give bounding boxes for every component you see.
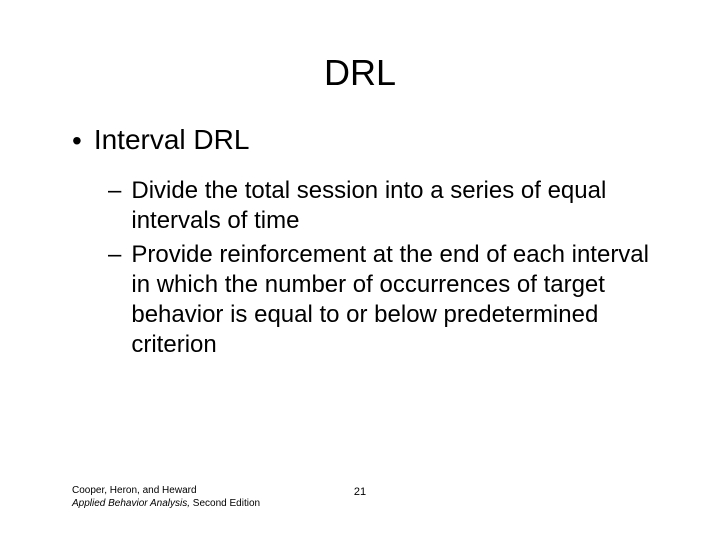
bullet-marker-l2: –: [108, 240, 121, 270]
bullet-marker-l1: •: [72, 124, 82, 158]
bullet-marker-l2: –: [108, 176, 121, 206]
footer-book-italic: Applied Behavior Analysis,: [72, 498, 190, 509]
bullet-level-2-a: – Divide the total session into a series…: [72, 176, 660, 236]
content-area: • Interval DRL – Divide the total sessio…: [0, 124, 720, 360]
bullet-level-2-b: – Provide reinforcement at the end of ea…: [72, 240, 660, 360]
slide-container: DRL • Interval DRL – Divide the total se…: [0, 0, 720, 540]
bullet-level-1: • Interval DRL: [72, 124, 660, 158]
footer-authors: Cooper, Heron, and Heward: [72, 484, 260, 497]
footer-citation: Cooper, Heron, and Heward Applied Behavi…: [72, 484, 260, 510]
bullet-l2-text-a: Divide the total session into a series o…: [131, 176, 660, 236]
footer-book-rest: Second Edition: [190, 498, 260, 509]
bullet-l2-text-b: Provide reinforcement at the end of each…: [131, 240, 660, 360]
footer-book: Applied Behavior Analysis, Second Editio…: [72, 497, 260, 510]
bullet-l1-text: Interval DRL: [94, 124, 250, 156]
page-number: 21: [354, 486, 366, 498]
slide-title: DRL: [0, 0, 720, 124]
